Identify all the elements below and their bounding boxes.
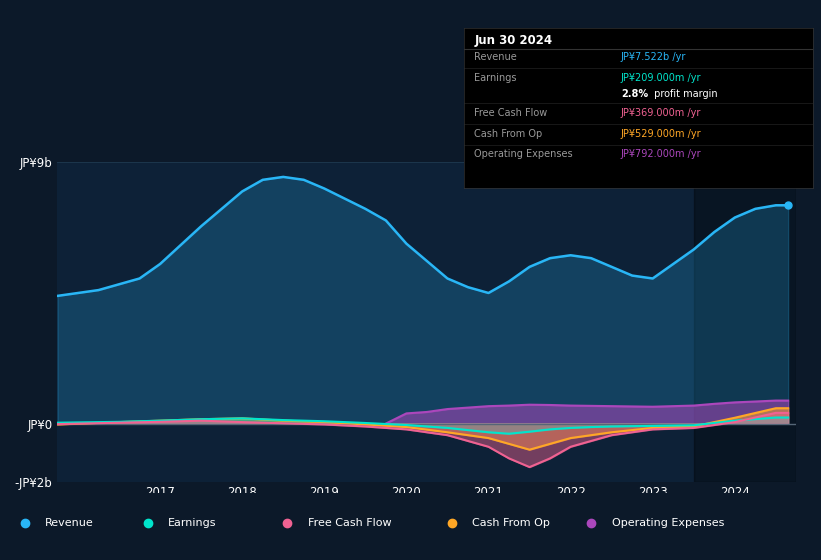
Text: Revenue: Revenue (475, 52, 517, 62)
Text: JP¥7.522b /yr: JP¥7.522b /yr (621, 52, 686, 62)
Text: JP¥529.000m /yr: JP¥529.000m /yr (621, 129, 701, 138)
Text: 2.8%: 2.8% (621, 88, 648, 99)
Text: Revenue: Revenue (45, 518, 94, 528)
Text: Operating Expenses: Operating Expenses (612, 518, 724, 528)
Text: Free Cash Flow: Free Cash Flow (475, 108, 548, 118)
Text: Cash From Op: Cash From Op (472, 518, 550, 528)
Bar (694, 162, 796, 482)
Text: Earnings: Earnings (168, 518, 217, 528)
Text: Cash From Op: Cash From Op (475, 129, 543, 138)
Text: Free Cash Flow: Free Cash Flow (308, 518, 392, 528)
Text: Operating Expenses: Operating Expenses (475, 150, 573, 159)
Text: JP¥792.000m /yr: JP¥792.000m /yr (621, 150, 701, 159)
Text: profit margin: profit margin (650, 88, 718, 99)
Text: Jun 30 2024: Jun 30 2024 (475, 34, 553, 48)
Text: Earnings: Earnings (475, 73, 517, 83)
Text: JP¥209.000m /yr: JP¥209.000m /yr (621, 73, 701, 83)
Text: JP¥369.000m /yr: JP¥369.000m /yr (621, 108, 701, 118)
